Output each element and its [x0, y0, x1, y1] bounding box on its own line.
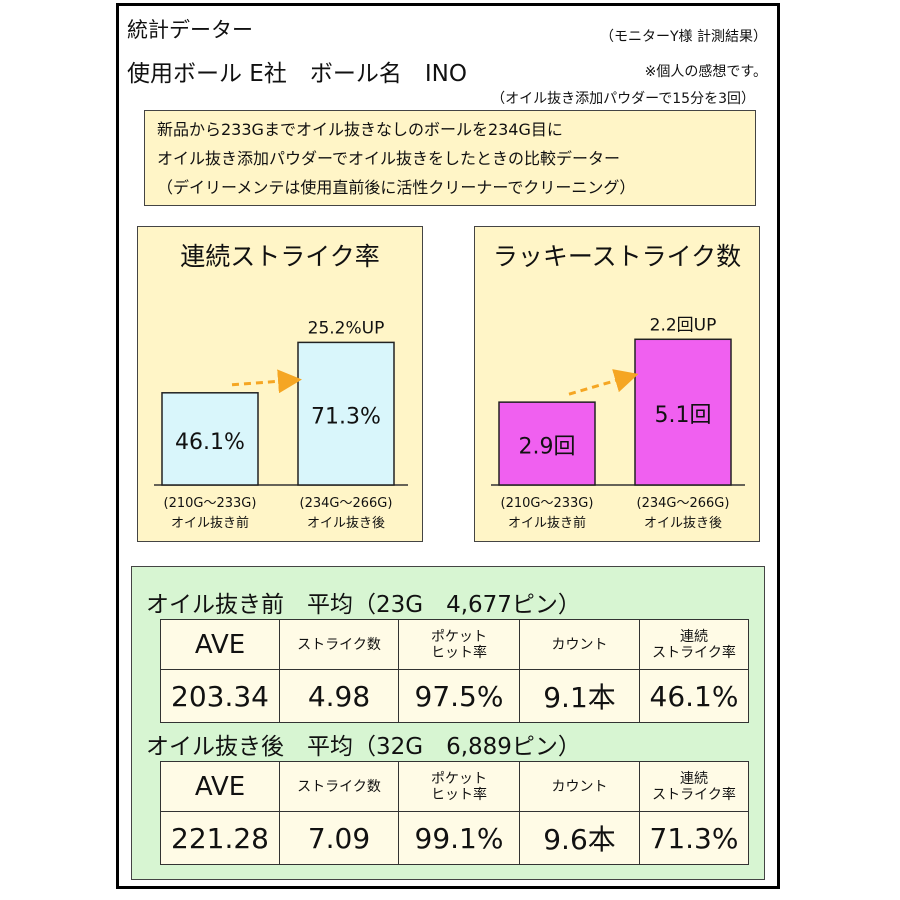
chart-panel-streak-rate: 連続ストライク率 46.1% (210G～233G) オイル抜き前 71.3% (234…	[137, 226, 423, 542]
lucky-strike-chart: 2.9回 (210G～233G) オイル抜き前 5.1回 (234G～266G) オイル抜…	[491, 315, 745, 531]
description-box: 新品から233Gまでオイル抜きなしのボールを234G目に オイル抜き添加パウダー…	[144, 110, 756, 206]
personal-note: ※個人の感想です。	[644, 64, 767, 80]
cell-count: 9.1本	[519, 669, 640, 723]
column-header-strikes: ストライク数	[279, 761, 399, 812]
column-header-line: ストライク率	[652, 786, 736, 803]
stats-table-after: AVE ストライク数 ポケット ヒット率 カウント 連続 ストライク率 221.28…	[160, 761, 749, 865]
report-frame: 統計データー 使用ボール E社 ボール名 INO （モニターY様 計測結果） ※…	[116, 3, 780, 889]
description-line: オイル抜き添加パウダーでオイル抜きをしたときの比較データー	[157, 149, 621, 168]
category-name-label: オイル抜き前	[171, 515, 249, 531]
category-range-label: (210G～233G)	[164, 496, 257, 511]
stats-value-row: 203.34 4.98 97.5% 9.1本 46.1%	[160, 669, 749, 723]
bar	[634, 338, 732, 486]
monitor-note: （モニターY様 計測結果）	[599, 29, 767, 45]
category-name-label: オイル抜き前	[508, 515, 586, 531]
increase-arrow	[231, 369, 302, 394]
stats-table-before: AVE ストライク数 ポケット ヒット率 カウント 連続 ストライク率 203.34…	[160, 619, 749, 723]
category-range-label: (234G～266G)	[300, 496, 393, 511]
column-header-line: ポケット	[431, 628, 487, 645]
increase-annotation: 25.2%UP	[308, 318, 385, 338]
cell-count: 9.6本	[519, 811, 640, 865]
bar	[498, 401, 596, 486]
cell-strikes: 7.09	[279, 811, 399, 865]
increase-arrow	[568, 369, 639, 396]
column-header-streak-rate: 連続 ストライク率	[639, 761, 749, 812]
streak-rate-chart: 46.1% (210G～233G) オイル抜き前 71.3% (234G～266G) オイ…	[154, 318, 408, 531]
cell-strikes: 4.98	[279, 669, 399, 723]
report-title: 統計データー	[127, 18, 253, 42]
cell-pocket-hit: 99.1%	[398, 811, 520, 865]
column-header-streak-rate: 連続 ストライク率	[639, 619, 749, 670]
stats-header-row: AVE ストライク数 ポケット ヒット率 カウント 連続 ストライク率	[160, 761, 749, 812]
chart-title: 連続ストライク率	[180, 242, 380, 271]
stats-heading-before: オイル抜き前 平均（23G 4,677ピン）	[146, 592, 581, 618]
cell-streak-rate: 46.1%	[639, 669, 749, 723]
description-line: 新品から233Gまでオイル抜きなしのボールを234G目に	[157, 120, 563, 139]
column-header-count: カウント	[519, 619, 640, 670]
category-name-label: オイル抜き後	[644, 515, 722, 531]
cell-streak-rate: 71.3%	[639, 811, 749, 865]
category-range-label: (210G～233G)	[501, 496, 594, 511]
column-header-ave: AVE	[160, 619, 280, 670]
column-header-pocket-hit: ポケット ヒット率	[398, 761, 520, 812]
bar	[297, 341, 395, 486]
ball-info: 使用ボール E社 ボール名 INO	[127, 61, 467, 87]
cell-ave: 203.34	[160, 669, 280, 723]
chart-title: ラッキーストライク数	[492, 242, 742, 271]
method-note: （オイル抜き添加パウダーで15分を3回）	[491, 91, 755, 107]
cell-ave: 221.28	[160, 811, 280, 865]
stats-section: オイル抜き前 平均（23G 4,677ピン） AVE ストライク数 ポケット ヒッ…	[131, 566, 765, 880]
column-header-ave: AVE	[160, 761, 280, 812]
bar-value-label: 2.9回	[519, 435, 576, 460]
bar-value-label: 5.1回	[655, 403, 712, 428]
bar	[161, 392, 259, 486]
category-range-label: (234G～266G)	[637, 496, 730, 511]
column-header-line: ポケット	[431, 770, 487, 787]
column-header-count: カウント	[519, 761, 640, 812]
stats-heading-after: オイル抜き後 平均（32G 6,889ピン）	[146, 734, 581, 760]
stats-header-row: AVE ストライク数 ポケット ヒット率 カウント 連続 ストライク率	[160, 619, 749, 670]
column-header-line: ヒット率	[431, 644, 487, 661]
category-name-label: オイル抜き後	[307, 515, 385, 531]
bar-value-label: 46.1%	[175, 430, 245, 455]
column-header-line: ヒット率	[431, 786, 487, 803]
column-header-strikes: ストライク数	[279, 619, 399, 670]
column-header-line: 連続	[680, 770, 708, 787]
column-header-line: ストライク率	[652, 644, 736, 661]
column-header-line: 連続	[680, 628, 708, 645]
stats-value-row: 221.28 7.09 99.1% 9.6本 71.3%	[160, 811, 749, 865]
increase-annotation: 2.2回UP	[650, 315, 717, 335]
column-header-pocket-hit: ポケット ヒット率	[398, 619, 520, 670]
cell-pocket-hit: 97.5%	[398, 669, 520, 723]
chart-panel-lucky-strikes: ラッキーストライク数 2.9回 (210G～233G) オイル抜き前 5.1回 (234…	[474, 226, 760, 542]
description-line: （デイリーメンテは使用直前後に活性クリーナーでクリーニング）	[157, 178, 636, 197]
bar-value-label: 71.3%	[311, 405, 381, 430]
